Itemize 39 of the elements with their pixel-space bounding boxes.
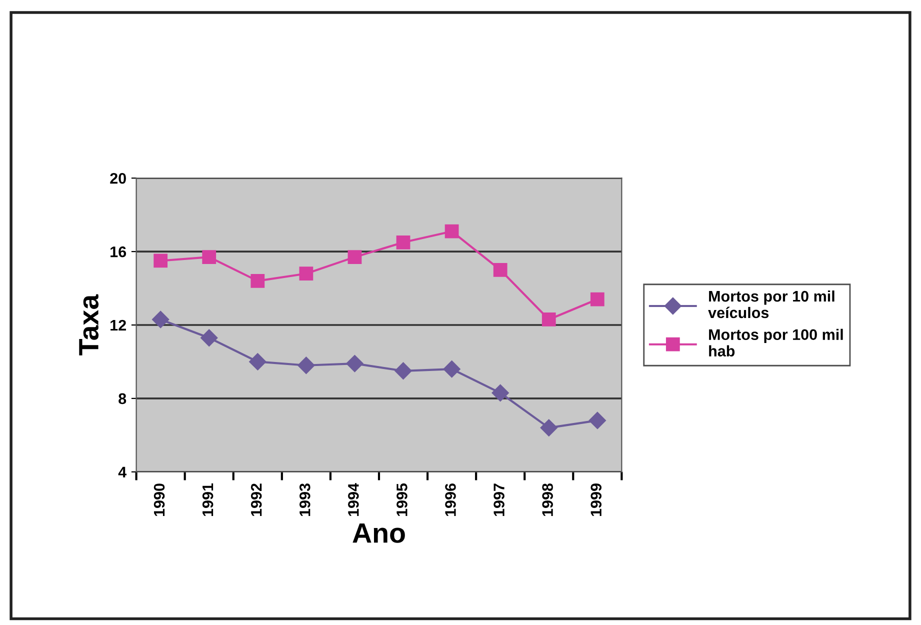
x-tick-label: 1998: [542, 483, 553, 516]
point: [154, 254, 168, 268]
point: [540, 419, 558, 436]
point: [590, 292, 604, 306]
x-tick-label: 1992: [250, 484, 262, 516]
point: [444, 224, 459, 238]
y-tick-label: 16: [110, 246, 126, 258]
x-axis-title: Ano: [352, 524, 405, 543]
x-tick-label: 1993: [299, 484, 310, 516]
point: [396, 235, 410, 250]
x-tick-label: 1997: [494, 484, 504, 516]
y-tick-label: 20: [110, 172, 126, 184]
point: [298, 356, 315, 374]
point: [200, 329, 218, 346]
point: [348, 250, 362, 264]
x-tick-label: 1999: [590, 484, 602, 516]
point: [299, 266, 314, 281]
point: [250, 274, 265, 288]
y-axis-title: Taxa: [79, 294, 99, 356]
legend-label: Mortos por 10 mil veículos: [708, 290, 834, 318]
point: [542, 312, 556, 326]
legend-label: Mortos por 100 mil hab: [709, 328, 843, 356]
x-tick-label: 1996: [445, 484, 456, 516]
y-tick-label: 4: [118, 466, 127, 478]
point: [152, 310, 170, 328]
point: [202, 250, 216, 264]
y-tick-label: 8: [118, 393, 126, 404]
point: [492, 384, 509, 402]
x-tick-label: 1991: [202, 483, 214, 516]
point: [588, 412, 606, 430]
point: [346, 355, 364, 372]
point: [249, 353, 266, 370]
y-tick-label: 12: [110, 320, 126, 331]
point: [394, 362, 412, 380]
point: [443, 360, 460, 378]
x-tick-label: 1994: [348, 483, 359, 516]
x-tick-label: 1995: [396, 483, 408, 516]
point: [493, 262, 508, 277]
x-tick-label: 1990: [154, 484, 165, 516]
